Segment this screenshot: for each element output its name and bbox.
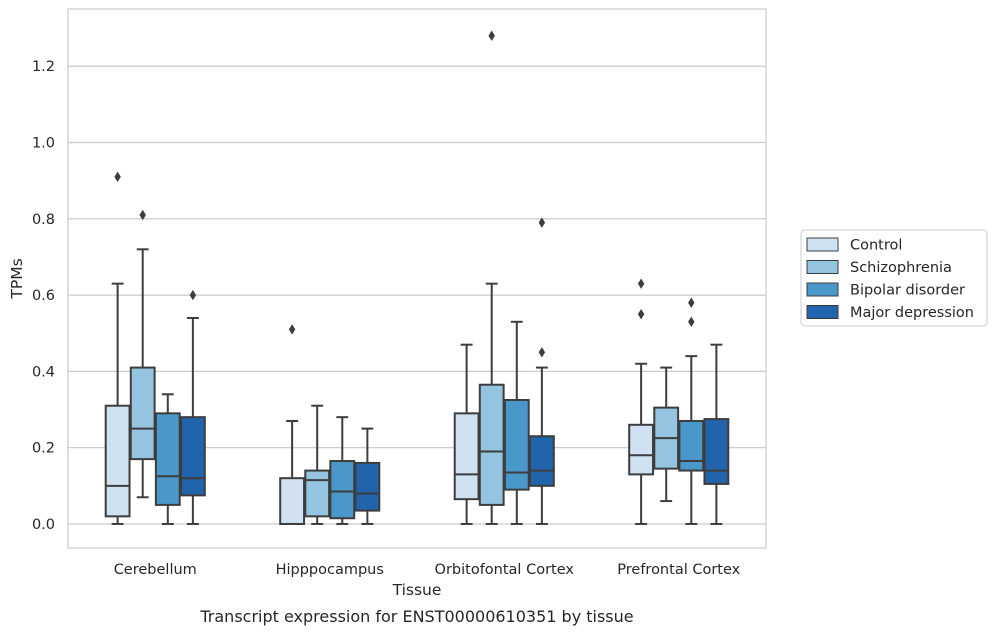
iqr-box [678,419,705,472]
legend-swatch [806,237,839,252]
box-bipolar-disorder [329,416,356,525]
y-tick-label: 0.4 [32,364,55,380]
iqr-box [453,412,480,501]
box-major-depression [528,217,555,525]
legend-label: Control [850,238,902,254]
outlier-point [139,209,146,221]
chart-caption: Transcript expression for ENST0000061035… [199,607,633,626]
iqr-box [154,412,181,506]
box-bipolar-disorder [678,297,705,525]
y-tick-label: 0.8 [32,212,55,228]
iqr-box [329,460,356,520]
x-tick-label: Hipppocampus [276,562,384,578]
iqr-box [179,416,206,497]
legend-label: Schizophrenia [850,260,952,276]
box-control [279,324,306,525]
outlier-point [189,289,197,301]
x-tick-label: Orbitofontal Cortex [435,562,575,578]
iqr-box [104,404,131,518]
y-axis-ticks: 0.0 0.2 0.4 0.6 0.8 1.0 1.2 [32,59,55,533]
outlier-point [488,30,495,41]
outlier-point [114,171,121,183]
x-tick-label: Prefrontal Cortex [617,562,740,578]
legend-swatch [806,305,839,319]
legend-swatch [806,282,839,297]
box-groups [104,30,730,525]
box-schizophrenia [478,30,505,525]
y-tick-label: 0.6 [32,288,55,304]
box-major-depression [179,289,206,525]
outlier-point [637,278,645,289]
box-major-depression [703,343,730,525]
iqr-box [354,461,381,512]
y-tick-label: 1.2 [32,59,55,75]
iqr-box [279,477,306,525]
outlier-point [288,324,296,335]
y-tick-label: 0.0 [32,517,55,533]
plot-area-frame [67,8,767,549]
outlier-point [637,308,645,320]
y-tick-label: 1.0 [32,136,55,152]
legend-frame [800,229,988,327]
x-axis-label: Tissue [392,581,442,599]
box-control [453,343,480,525]
x-tick-label: Cerebellum [114,562,197,578]
x-axis-ticks: Cerebellum Hipppocampus Orbitofontal Corte… [114,562,741,578]
iqr-box [304,469,331,518]
box-schizophrenia [304,404,331,525]
legend: Control Schizophrenia Bipolar disorder Majo… [800,229,988,327]
legend-swatch [806,260,839,274]
box-control [628,278,655,525]
box-major-depression [354,427,381,525]
iqr-box [503,398,530,491]
y-axis-label: TPMs [8,258,26,299]
box-bipolar-disorder [154,393,181,525]
outlier-point [538,217,546,228]
iqr-box [703,418,730,485]
y-tick-label: 0.2 [32,441,55,457]
iqr-box [478,383,505,506]
box-control [104,171,131,525]
legend-label: Major depression [850,305,974,321]
box-bipolar-disorder [503,320,530,525]
iqr-box [628,423,655,476]
outlier-point [688,316,695,327]
box-schizophrenia [653,366,680,503]
iqr-box [129,366,156,461]
legend-label: Bipolar disorder [850,283,965,299]
iqr-box [528,435,555,487]
box-schizophrenia [129,209,156,499]
outlier-point [538,347,546,358]
outlier-point [688,297,695,308]
